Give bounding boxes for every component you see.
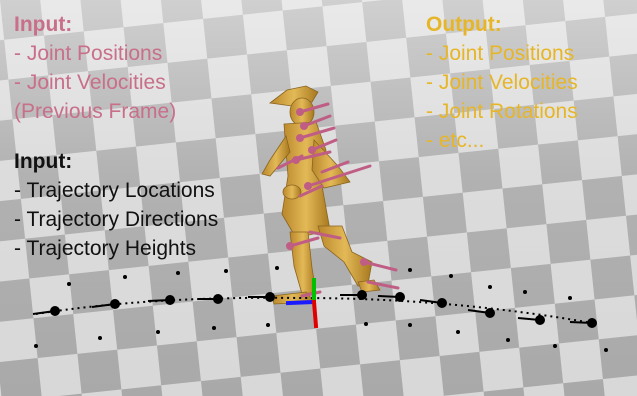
joint-dot [296, 108, 304, 116]
trajectory-input-panel: Input: - Trajectory Locations - Trajecto… [14, 147, 218, 263]
trajectory-direction [419, 299, 443, 304]
output-item: - Joint Rotations [426, 100, 578, 123]
previous-input-item: - Joint Positions [14, 42, 163, 65]
character-arm-back [261, 135, 291, 177]
trajectory-direction [377, 295, 401, 298]
joint-dot [300, 122, 308, 130]
velocity-vector [308, 230, 342, 240]
joint-velocity-vectors [276, 102, 400, 298]
side-point [408, 268, 412, 272]
side-point [123, 275, 127, 279]
side-point [275, 266, 279, 270]
side-point [604, 348, 608, 352]
side-point [67, 282, 71, 286]
velocity-vector [298, 102, 330, 114]
trajectory-direction [147, 299, 171, 302]
trajectory-input-item: - Trajectory Heights [14, 237, 197, 260]
output-panel: Output: - Joint Positions - Joint Veloci… [426, 10, 578, 155]
side-point [98, 336, 102, 340]
joint-dot [292, 156, 300, 164]
joint-dot [308, 146, 316, 154]
side-point [553, 344, 557, 348]
trajectory-input-heading: Input: [14, 150, 73, 173]
joint-dot [360, 258, 368, 266]
axis-z [311, 299, 319, 329]
output-heading: Output: [426, 13, 502, 36]
velocity-vector [298, 184, 324, 198]
output-item: - Joint Positions [426, 42, 575, 65]
side-point [224, 269, 228, 273]
previous-input-item: (Previous Frame) [14, 100, 177, 123]
side-point [364, 322, 368, 326]
velocity-vector [306, 164, 372, 188]
joint-dot [304, 182, 312, 190]
side-point [523, 290, 527, 294]
trajectory-samples [32, 290, 597, 328]
trajectory-direction [32, 310, 56, 315]
side-point [156, 330, 160, 334]
velocity-vector [298, 126, 336, 140]
trajectory-input-item: - Trajectory Locations [14, 179, 215, 202]
previous-input-item: - Joint Velocities [14, 71, 166, 94]
previous-input-heading: Input: [14, 13, 73, 36]
character-hand [282, 184, 302, 200]
velocity-vector [366, 280, 400, 290]
trajectory-direction [569, 321, 593, 324]
side-point [408, 323, 412, 327]
velocity-vector [288, 236, 320, 248]
velocity-vector [362, 260, 398, 272]
character [261, 85, 381, 305]
joint-dot [286, 242, 294, 250]
output-item: - etc... [426, 129, 485, 152]
trajectory-direction [467, 309, 491, 314]
trajectory-direction [91, 303, 116, 308]
root-axis-gizmo [285, 278, 319, 329]
side-point [488, 285, 492, 289]
output-item: - Joint Velocities [426, 71, 578, 94]
axis-x [285, 299, 317, 306]
trajectory-direction [517, 317, 541, 321]
velocity-vector [320, 160, 350, 174]
side-point [212, 326, 216, 330]
side-point [449, 274, 453, 278]
trajectory [32, 266, 608, 352]
side-point [568, 296, 572, 300]
side-point [266, 323, 270, 327]
previous-frame-input-panel: Input: - Joint Positions - Joint Velocit… [14, 10, 176, 126]
velocity-vector [300, 290, 322, 298]
side-point [456, 330, 460, 334]
trajectory-side-points [34, 266, 608, 352]
side-point [506, 338, 510, 342]
velocity-vector [294, 150, 332, 162]
velocity-vector [310, 138, 338, 152]
side-point [176, 271, 180, 275]
joint-dot [296, 134, 304, 142]
velocity-vector [302, 114, 332, 128]
side-point [34, 344, 38, 348]
trajectory-input-item: - Trajectory Directions [14, 208, 219, 231]
